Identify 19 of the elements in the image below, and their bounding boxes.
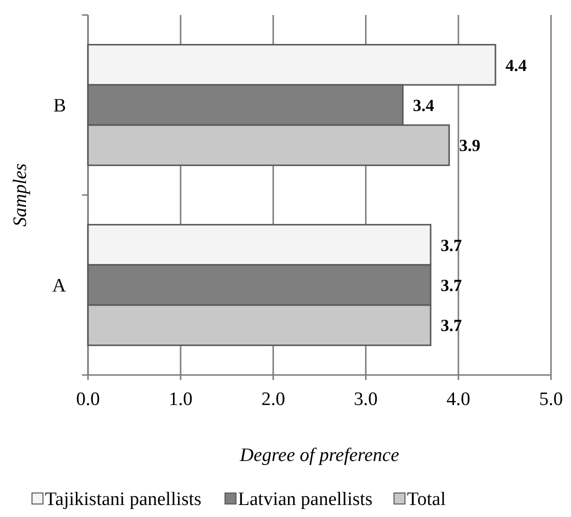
data-label: 3.7 bbox=[440, 276, 462, 295]
data-label: 3.7 bbox=[440, 316, 462, 336]
y-tick-label: B bbox=[53, 96, 66, 117]
x-tick-label: 3.0 bbox=[354, 389, 378, 410]
y-tick-label: A bbox=[52, 276, 66, 297]
legend-label: Tajikistani panellists bbox=[45, 489, 202, 510]
x-axis-title: Degree of preference bbox=[238, 445, 400, 466]
data-label: 3.9 bbox=[459, 136, 480, 156]
legend-label: Total bbox=[407, 489, 446, 510]
legend-label: Latvian panellists bbox=[238, 489, 373, 510]
x-tick-label: 0.0 bbox=[76, 389, 100, 410]
x-tick-label: 4.0 bbox=[446, 389, 470, 410]
x-tick-label: 2.0 bbox=[261, 389, 286, 410]
x-tick-label: 1.0 bbox=[168, 389, 192, 410]
data-label: 3.4 bbox=[412, 96, 435, 115]
y-axis-title: Samples bbox=[10, 163, 31, 227]
x-tick-label: 5.0 bbox=[539, 389, 563, 410]
data-label: 3.7 bbox=[440, 236, 462, 255]
data-label: 4.4 bbox=[505, 56, 528, 75]
